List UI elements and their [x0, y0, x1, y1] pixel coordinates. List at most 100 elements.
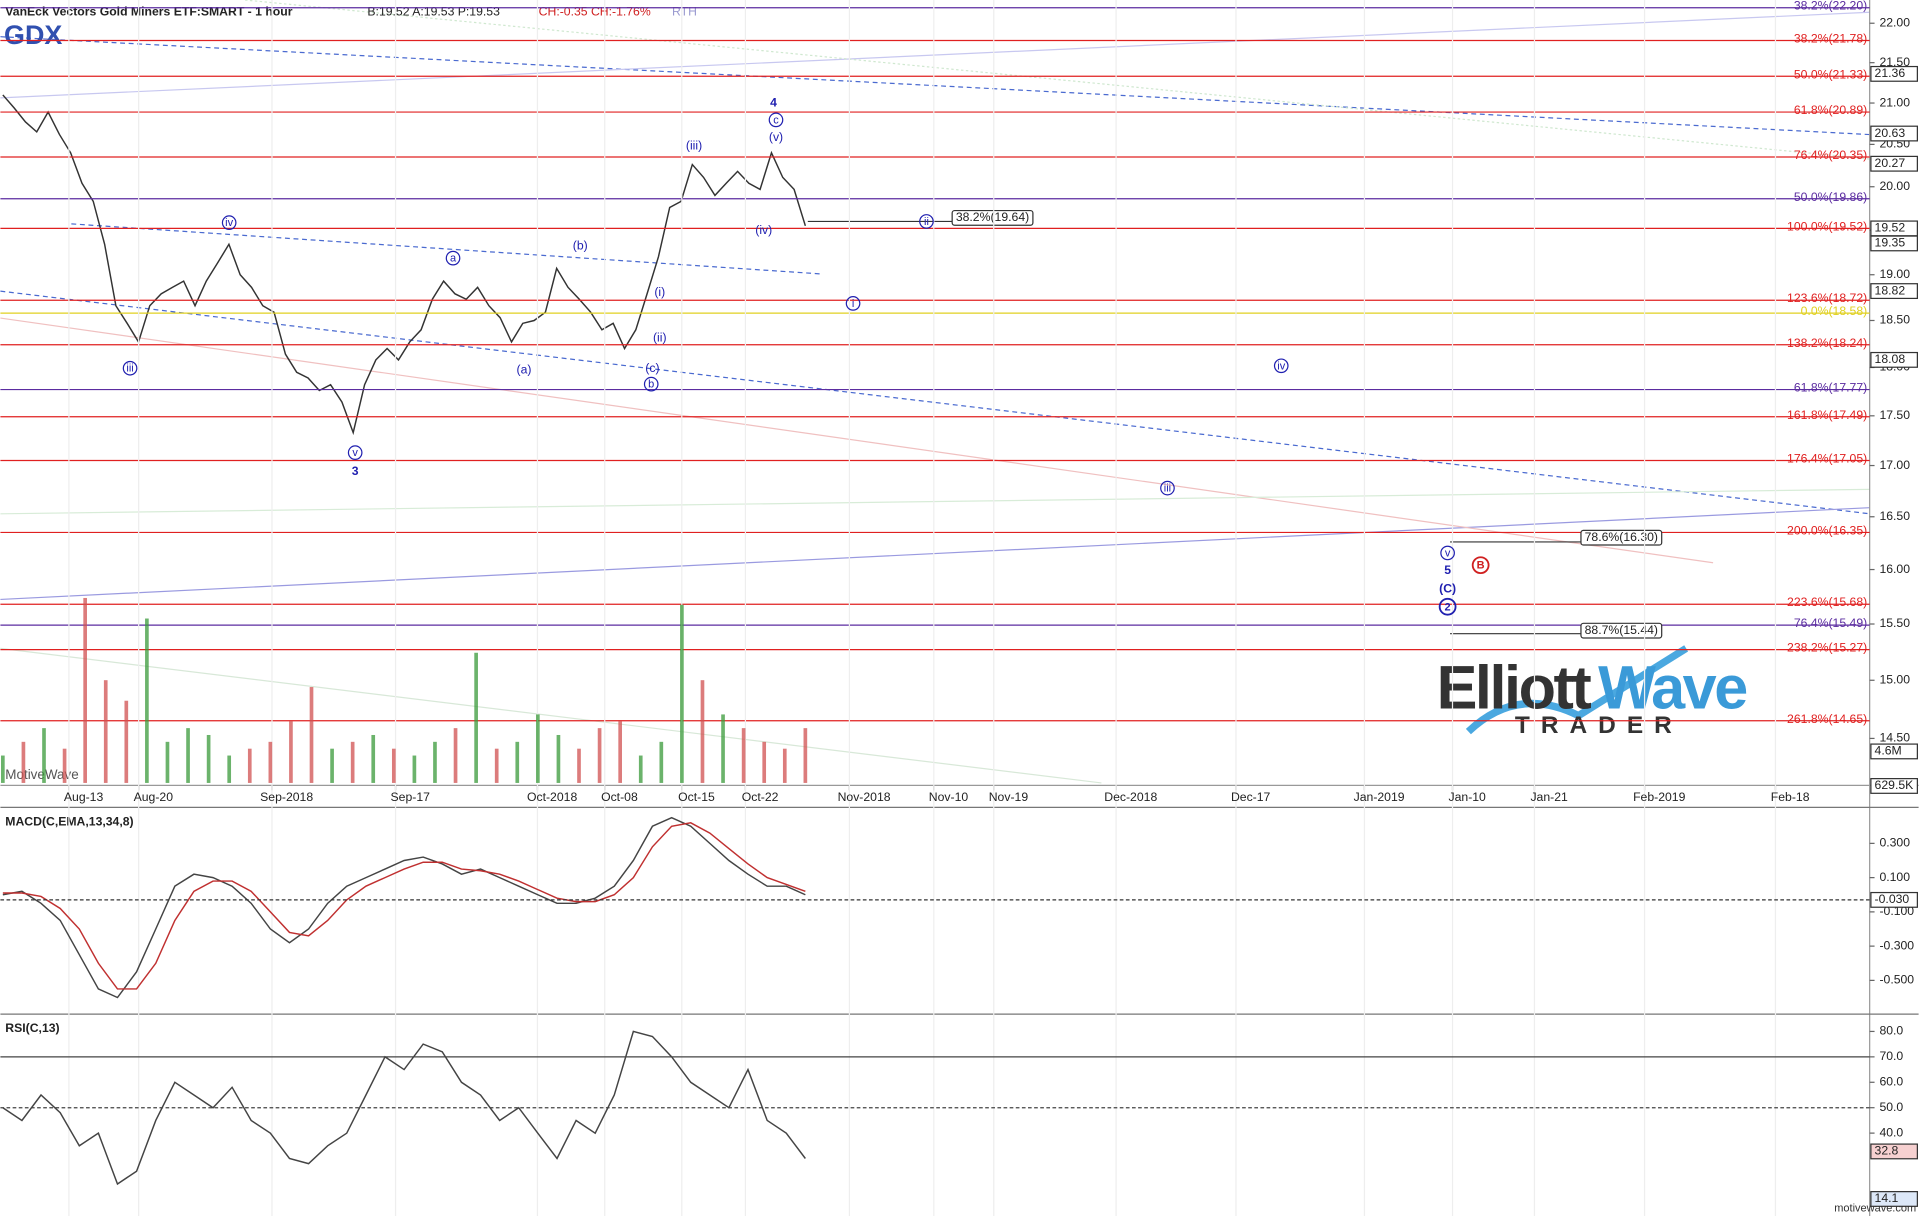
x-tick-label: Nov-19 [989, 790, 1029, 804]
wave-circle [1471, 556, 1490, 575]
x-tick-label: Nov-10 [929, 790, 969, 804]
wave-label: B [1477, 560, 1485, 572]
y-tick-label: 40.0 [1879, 1125, 1903, 1139]
fib-label: 223.6%(15.68) [1787, 595, 1867, 609]
volume-bar [124, 700, 129, 783]
value-box [1870, 283, 1918, 300]
y-tick-label: 15.50 [1879, 616, 1910, 630]
value-box-label: 14.1 [1875, 1191, 1899, 1205]
value-box [1870, 778, 1918, 794]
volume-bar [515, 741, 520, 783]
wave-circle [347, 445, 363, 460]
volume-bar [453, 728, 458, 783]
x-tick-label: Jan-10 [1448, 790, 1486, 804]
volume-bar [782, 748, 787, 783]
volume-bar [350, 741, 355, 783]
volume-bar [597, 728, 602, 783]
volume-bar [186, 728, 190, 783]
volume-bar [803, 728, 808, 783]
x-tick-label: Nov-2018 [838, 790, 891, 804]
callout-label: 38.2%(19.64) [956, 210, 1029, 224]
wave-circle [845, 296, 861, 311]
volume-bar [227, 755, 232, 783]
volume-bar [103, 680, 108, 783]
trend-line [0, 317, 1714, 564]
fib-label: 50.0%(19.86) [1794, 190, 1867, 204]
series-line [2, 822, 806, 990]
volume-bar [536, 714, 540, 783]
value-box [1870, 891, 1918, 908]
volume-bar [83, 597, 87, 783]
chart-title: VanEck Vectors Gold Miners ETF:SMART - 1… [5, 4, 292, 18]
fib-label: 200.0%(16.35) [1787, 523, 1867, 537]
wave-label: (iv) [755, 223, 772, 237]
value-box-label: 19.52 [1875, 221, 1906, 235]
volume-bar [165, 741, 170, 783]
wave-label: (ii) [653, 330, 667, 344]
value-box [1870, 65, 1918, 82]
wave-label: i [852, 298, 854, 310]
value-box-label: 20.63 [1875, 126, 1906, 140]
callout-box [1580, 622, 1663, 639]
fib-label: 38.2%(21.78) [1794, 31, 1867, 45]
trend-line [0, 290, 1870, 515]
volume-bar [762, 741, 767, 783]
fib-label: 76.4%(15.49) [1794, 616, 1867, 630]
x-tick-label: Jan-21 [1530, 790, 1568, 804]
callout-label: 88.7%(15.44) [1585, 623, 1658, 637]
y-tick-label: -0.300 [1879, 938, 1914, 952]
volume-bar [494, 748, 499, 783]
y-tick-label: 70.0 [1879, 1049, 1903, 1063]
y-tick-label: 80.0 [1879, 1024, 1903, 1038]
y-tick-label: 17.50 [1879, 408, 1910, 422]
wave-circle [221, 215, 237, 230]
wave-circle [445, 250, 461, 266]
wave-label: (i) [654, 285, 665, 299]
wave-label: iv [225, 217, 233, 229]
fib-label: 76.4%(20.35) [1794, 148, 1867, 162]
value-box [1870, 155, 1918, 172]
x-tick-label: Oct-08 [601, 790, 638, 804]
volume-bar [21, 741, 26, 783]
x-tick-label: Feb-18 [1771, 790, 1810, 804]
x-tick-label: Jan-2019 [1354, 790, 1405, 804]
volume-bar [247, 748, 252, 783]
logo-text: Elliott [1437, 654, 1592, 722]
value-box [1870, 1143, 1918, 1160]
trend-line [0, 36, 1870, 136]
price-line [2, 94, 807, 436]
volume-bar [42, 728, 46, 783]
y-tick-label: 20.00 [1879, 179, 1910, 193]
wave-label: (b) [573, 239, 588, 253]
wave-circle [768, 112, 784, 128]
wave-label: b [648, 379, 654, 391]
wave-label: 3 [352, 464, 359, 478]
volume-bar [721, 714, 725, 783]
x-tick-label: Oct-15 [678, 790, 715, 804]
volume-bar [474, 652, 478, 783]
volume-bar [62, 748, 67, 783]
y-tick-label: 18.50 [1879, 313, 1910, 327]
volume-bar [391, 748, 396, 783]
volume-bar [145, 618, 149, 783]
fib-label: 61.8%(20.89) [1794, 103, 1867, 117]
volume-bar [659, 741, 664, 783]
wave-label: iii [126, 363, 133, 375]
wave-label: 4 [770, 96, 777, 110]
wave-label: iv [1277, 360, 1285, 372]
value-box [1870, 351, 1918, 368]
wave-circle [1440, 545, 1455, 561]
trend-lines [0, 0, 1870, 784]
wave-circle [919, 214, 934, 229]
callout-label: 78.6%(16.30) [1585, 530, 1658, 544]
x-tick-label: Oct-22 [742, 790, 779, 804]
fib-label: 61.8%(17.77) [1794, 381, 1867, 395]
x-tick-label: Feb-2019 [1633, 790, 1686, 804]
volume-bar [371, 734, 376, 783]
wave-label: iii [1164, 483, 1171, 495]
volume-bar [680, 604, 684, 783]
footer: motivewave.com [1834, 1203, 1916, 1215]
